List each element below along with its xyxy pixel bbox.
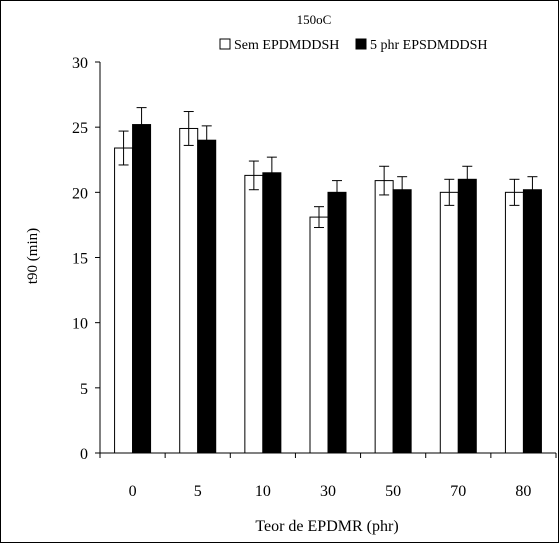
x-axis-label: Teor de EPDMR (phr) bbox=[255, 518, 398, 535]
x-tick-label: 10 bbox=[255, 483, 271, 500]
legend-label-sem: Sem EPDMDDSH bbox=[234, 38, 339, 53]
x-tick-label: 50 bbox=[385, 483, 401, 500]
chart-title: 150oC bbox=[297, 12, 332, 27]
y-tick-label: 0 bbox=[80, 446, 88, 463]
y-axis-label: t90 (min) bbox=[25, 228, 41, 284]
bar-series2-70 bbox=[457, 178, 477, 454]
bar-series1-0 bbox=[114, 147, 134, 454]
bar-series1-5 bbox=[179, 127, 199, 454]
y-tick-label: 15 bbox=[72, 251, 88, 268]
y-tick-label: 10 bbox=[72, 316, 88, 333]
bars bbox=[114, 107, 542, 454]
x-tick-label: 70 bbox=[450, 483, 466, 500]
bar-series2-30 bbox=[327, 191, 347, 454]
legend-swatch-5phr bbox=[355, 38, 367, 50]
y-tick-label: 30 bbox=[72, 55, 88, 72]
y-ticks: 0 5 10 15 20 25 30 bbox=[72, 55, 100, 463]
bar-series1-80 bbox=[504, 191, 524, 454]
bar-series2-0 bbox=[132, 124, 152, 454]
bar-series1-30 bbox=[309, 216, 329, 454]
bar-series2-50 bbox=[392, 189, 412, 454]
legend: Sem EPDMDDSH 5 phr EPSDMDDSH bbox=[219, 38, 487, 53]
bar-series2-5 bbox=[197, 139, 217, 454]
y-tick-label: 5 bbox=[80, 381, 88, 398]
legend-swatch-sem bbox=[219, 38, 231, 50]
bar-series2-80 bbox=[522, 189, 542, 454]
x-ticks: 0 5 10 30 50 70 80 bbox=[99, 453, 557, 500]
x-tick-label: 0 bbox=[129, 483, 137, 500]
legend-label-5phr: 5 phr EPSDMDDSH bbox=[370, 38, 487, 53]
bar-series1-10 bbox=[244, 174, 264, 454]
x-tick-label: 5 bbox=[194, 483, 202, 500]
bar-series1-50 bbox=[374, 180, 394, 454]
x-tick-label: 30 bbox=[320, 483, 336, 500]
y-tick-label: 25 bbox=[72, 120, 88, 137]
y-tick-label: 20 bbox=[72, 185, 88, 202]
bar-series2-10 bbox=[262, 172, 282, 454]
bar-series1-70 bbox=[439, 191, 459, 454]
x-tick-label: 80 bbox=[515, 483, 531, 500]
